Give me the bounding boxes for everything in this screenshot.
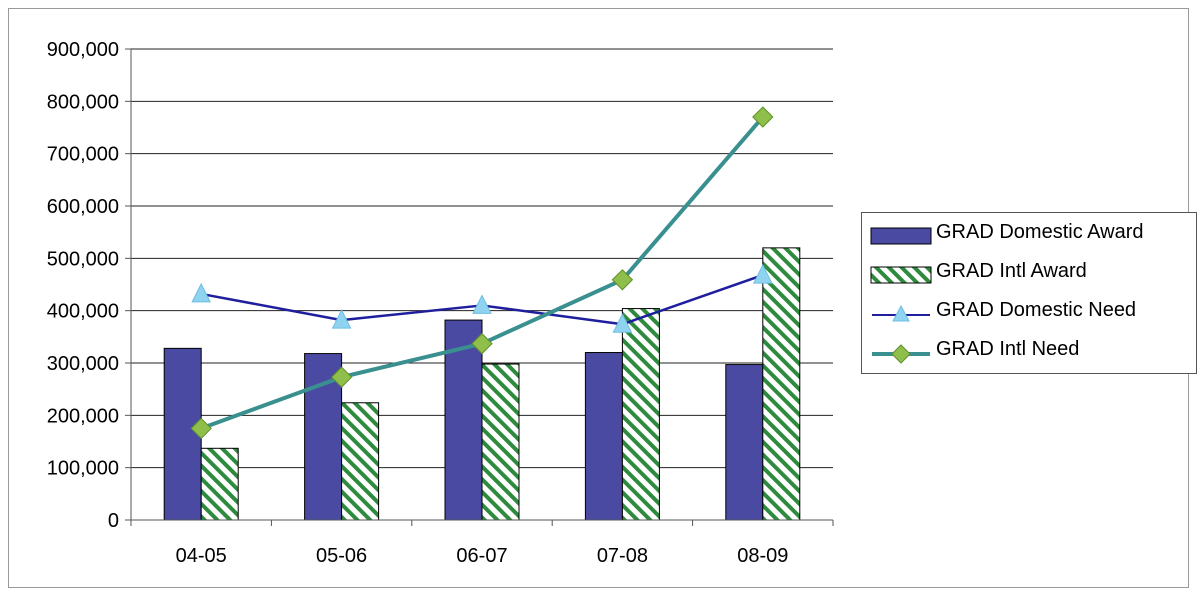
- legend-label: GRAD Intl Need: [936, 338, 1080, 360]
- bar-grad-intl-award: [341, 402, 380, 521]
- bar-grad-intl-award: [200, 447, 239, 521]
- chart-frame: 0 100,000 200,000 300,000 400,000 500,000 600,…: [8, 8, 1197, 588]
- legend-label: GRAD Domestic Need: [936, 299, 1137, 321]
- marker-grad-intl-need: [752, 106, 774, 128]
- chart-area: 0 100,000 200,000 300,000 400,000 500,000 600,…: [47, 39, 834, 567]
- y-tick-label: 700,000: [47, 144, 119, 166]
- y-tick-label: 500,000: [47, 248, 119, 270]
- legend-item-grad-domestic-award: GRAD Domestic Award: [862, 217, 1196, 253]
- marker-grad-domestic-need: [191, 282, 212, 303]
- y-tick-label: 0: [108, 510, 119, 532]
- bar-grad-domestic-award: [725, 364, 764, 521]
- x-tick-label: 05-06: [316, 545, 367, 567]
- marker-grad-intl-need: [190, 417, 212, 440]
- bar-grad-domestic-award: [163, 347, 202, 521]
- bar-grad-domestic-award: [584, 352, 623, 521]
- marker-grad-intl-need: [330, 366, 353, 388]
- legend-item-grad-domestic-need: GRAD Domestic Need: [862, 295, 1196, 331]
- legend: GRAD Domestic Award GRAD Intl Award GRAD…: [861, 212, 1197, 374]
- bar-grad-intl-award: [621, 308, 660, 521]
- marker-grad-intl-need: [471, 332, 493, 355]
- x-tick-label: 06-07: [456, 545, 507, 567]
- marker-grad-domestic-need: [331, 308, 352, 329]
- x-tick-label: 08-09: [737, 545, 788, 567]
- legend-label: GRAD Domestic Award: [936, 221, 1144, 243]
- y-tick-label: 400,000: [47, 301, 119, 323]
- y-tick-label: 300,000: [47, 353, 119, 375]
- legend-swatch-diamond-line: [872, 344, 930, 364]
- x-tick-label: 04-05: [176, 545, 227, 567]
- legend-swatch-bar: [870, 227, 932, 245]
- legend-item-grad-intl-need: GRAD Intl Need: [862, 334, 1196, 370]
- y-tick-label: 600,000: [47, 196, 119, 218]
- legend-swatch-triangle-line: [872, 304, 930, 322]
- marker-grad-domestic-need: [472, 294, 492, 314]
- legend-swatch-hatched: [870, 266, 932, 284]
- bar-grad-intl-award: [481, 363, 520, 521]
- legend-item-grad-intl-award: GRAD Intl Award: [862, 256, 1196, 292]
- y-tick-label: 900,000: [47, 39, 119, 61]
- y-tick-label: 100,000: [47, 458, 119, 480]
- x-tick-label: 07-08: [597, 545, 648, 567]
- y-tick-label: 800,000: [47, 91, 119, 113]
- legend-label: GRAD Intl Award: [936, 260, 1087, 282]
- marker-grad-domestic-need: [752, 263, 773, 284]
- marker-grad-intl-need: [611, 269, 634, 291]
- bar-grad-intl-award: [762, 247, 801, 521]
- marker-grad-domestic-need: [612, 313, 633, 333]
- y-tick-label: 200,000: [47, 405, 119, 427]
